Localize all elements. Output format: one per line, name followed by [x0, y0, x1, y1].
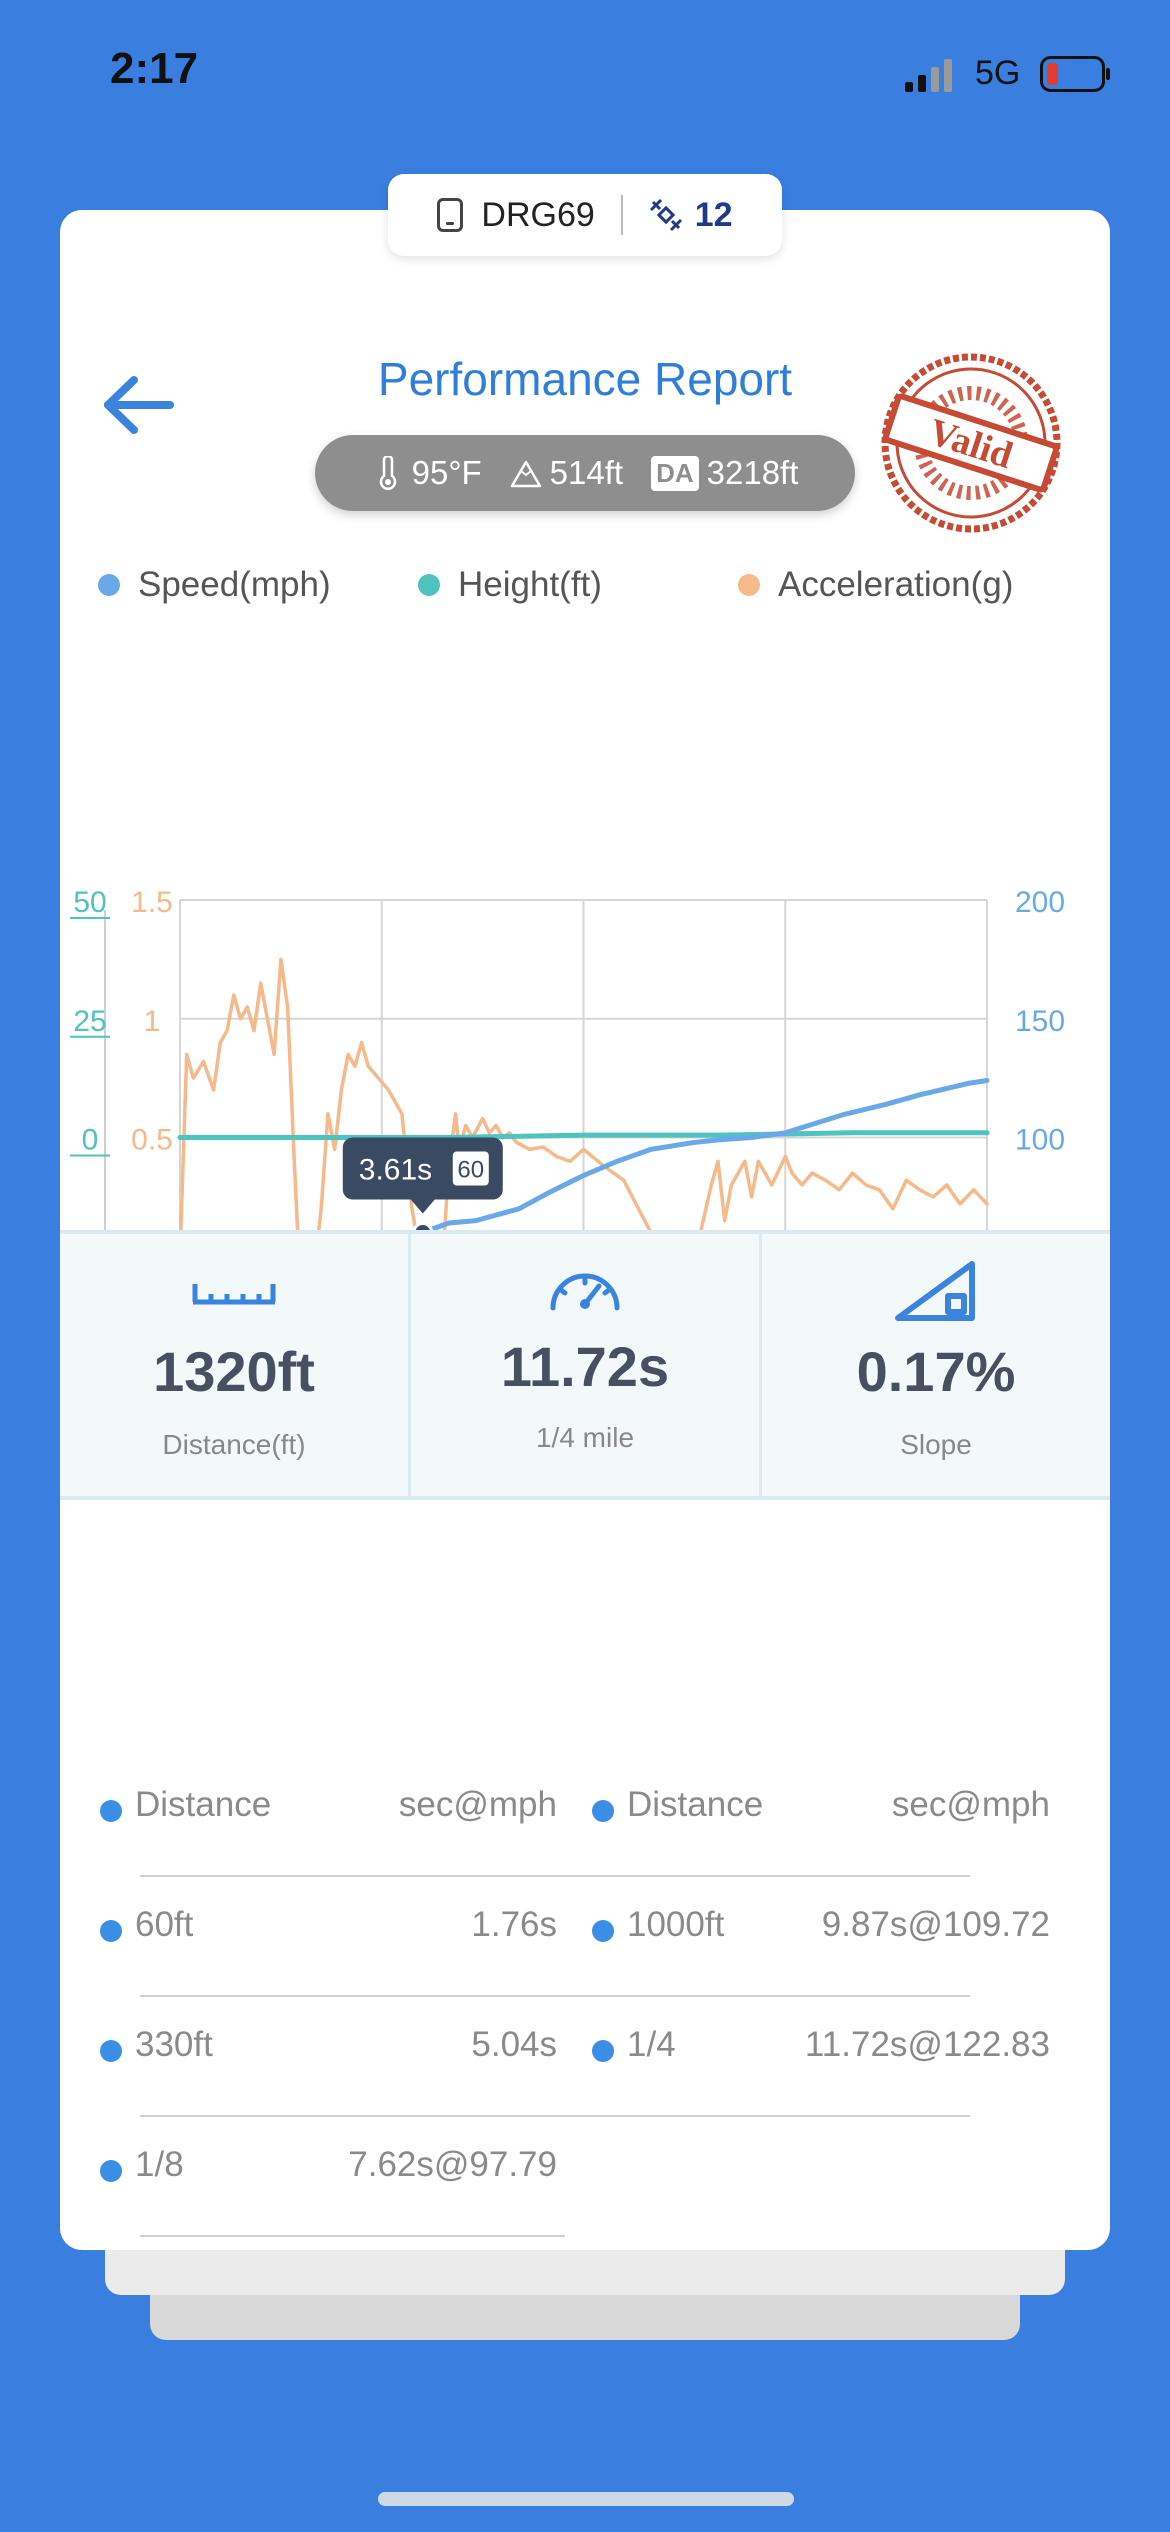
distance-value: 1320ft	[153, 1340, 315, 1403]
split-distance: 60ft	[135, 1905, 194, 1944]
split-time: 1.76s	[471, 1905, 557, 1944]
slope-value: 0.17%	[856, 1340, 1016, 1403]
bullet-dot	[592, 1800, 614, 1822]
header-distance: Distance	[627, 1785, 764, 1824]
height-tick-label: 0	[82, 1124, 99, 1157]
stat-slope: 0.17% Slope	[762, 1234, 1110, 1496]
row-divider	[140, 2115, 970, 2117]
height-tick-label: 25	[73, 1005, 106, 1038]
legend-dot	[98, 574, 120, 596]
legend-height[interactable]: Height(ft)	[418, 565, 602, 605]
thermometer-icon	[379, 456, 396, 490]
split-distance: 1000ft	[627, 1905, 725, 1944]
ruler-icon	[192, 1284, 276, 1305]
slope-label: Slope	[900, 1429, 972, 1460]
stat-distance: 1320ft Distance(ft)	[60, 1234, 411, 1496]
legend-label: Height(ft)	[458, 565, 602, 604]
slope-icon	[895, 1261, 975, 1321]
mountain-icon	[510, 460, 541, 488]
row-divider	[140, 1995, 970, 1997]
legend-dot	[418, 574, 440, 596]
speed-tick-label: 150	[1015, 1005, 1065, 1038]
row-divider	[140, 2235, 565, 2237]
elevation-value: 514ft	[549, 454, 624, 491]
valid-stamp: Valid	[881, 353, 1061, 533]
split-time: 7.62s@97.79	[348, 2145, 557, 2184]
acceleration-tick-label: 0.5	[131, 1124, 173, 1157]
bullet-dot	[592, 1920, 614, 1942]
tooltip-pointer	[410, 1199, 435, 1214]
legend-label: Acceleration(g)	[778, 565, 1014, 604]
phone-icon	[437, 198, 464, 232]
tooltip-speed-box	[452, 1151, 489, 1186]
quarter-mile-value: 11.72s	[500, 1335, 670, 1398]
header-distance: Distance	[135, 1785, 272, 1824]
legend-speed[interactable]: Speed(mph)	[98, 565, 331, 605]
split-distance: 1/8	[135, 2145, 184, 2184]
series-line-height	[177, 1130, 990, 1140]
temperature-value: 95°F	[411, 454, 482, 491]
device-pill[interactable]: DRG69 12	[388, 174, 782, 256]
page-title: Performance Report	[377, 353, 793, 405]
conditions-pill: 95°F 514ft DA 3218ft	[315, 435, 855, 511]
legend-acceleration[interactable]: Acceleration(g)	[738, 565, 1013, 605]
bullet-dot	[100, 2160, 122, 2182]
chart-legend: Speed(mph) Height(ft) Acceleration(g)	[60, 565, 1110, 625]
split-time: 9.87s@109.72	[821, 1905, 1050, 1944]
report-card: Performance Report 95°F 514ft DA 3218ft	[60, 210, 1110, 2250]
bullet-dot	[100, 2040, 122, 2062]
density-altitude-badge: DA	[651, 455, 699, 491]
device-name: DRG69	[481, 195, 595, 234]
speed-tick-label: 200	[1015, 886, 1065, 919]
status-bar: 2:17 5G	[0, 0, 1170, 150]
divider	[620, 195, 623, 235]
network-label: 5G	[975, 54, 1021, 92]
battery-icon	[1040, 56, 1110, 92]
header-time: sec@mph	[398, 1785, 557, 1824]
split-distance: 1/4	[627, 2025, 676, 2064]
acceleration-tick-label: 1	[144, 1005, 161, 1038]
split-distance: 330ft	[135, 2025, 213, 2064]
bullet-dot	[592, 2040, 614, 2062]
stats-panel: 1320ft Distance(ft) 11.72s 1/4 mile	[60, 1230, 1110, 1500]
acceleration-tick-label: 1.5	[131, 886, 173, 919]
split-time: 5.04s	[471, 2025, 557, 2064]
speed-tick-label: 100	[1015, 1124, 1065, 1157]
legend-label: Speed(mph)	[138, 565, 331, 604]
satellite-count: 12	[694, 195, 733, 234]
speedometer-icon	[550, 1273, 620, 1311]
split-time: 11.72s@122.83	[804, 2025, 1050, 2064]
home-indicator[interactable]	[378, 2492, 794, 2506]
height-tick-label: 50	[73, 886, 106, 919]
stat-quarter-mile: 11.72s 1/4 mile	[411, 1234, 762, 1496]
row-divider	[140, 1875, 970, 1877]
quarter-mile-label: 1/4 mile	[535, 1422, 635, 1453]
bullet-dot	[100, 1920, 122, 1942]
legend-dot	[738, 574, 760, 596]
header-time: sec@mph	[891, 1785, 1050, 1824]
tooltip-time: 3.61s	[359, 1154, 432, 1187]
status-time: 2:17	[110, 44, 199, 93]
density-altitude-value: 3218ft	[706, 454, 799, 491]
series-line-accel	[178, 957, 989, 1270]
signal-icon	[905, 59, 952, 92]
back-arrow-icon[interactable]	[90, 360, 180, 450]
bullet-dot	[100, 1800, 122, 1822]
distance-label: Distance(ft)	[162, 1429, 306, 1460]
tooltip-speed: 60	[457, 1157, 484, 1184]
satellite-icon	[649, 198, 682, 232]
